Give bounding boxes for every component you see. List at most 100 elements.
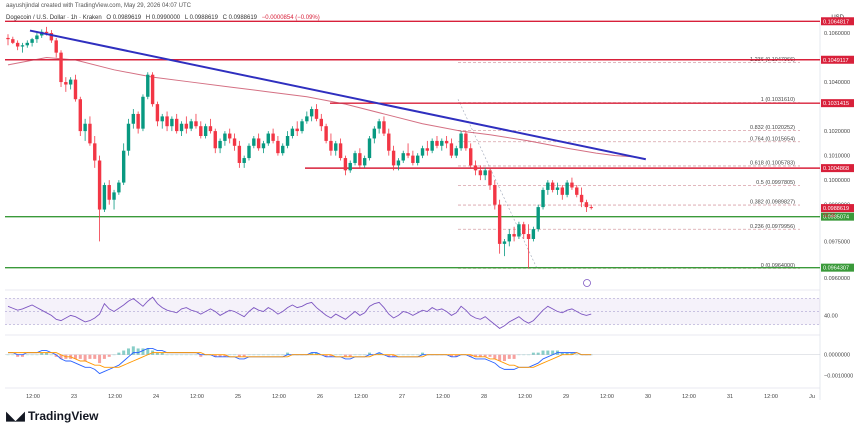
candle-body bbox=[464, 133, 468, 149]
candle-body bbox=[93, 143, 97, 161]
candle-body bbox=[382, 121, 386, 134]
macd-histogram-bar bbox=[73, 354, 77, 359]
macd-histogram-bar bbox=[141, 348, 145, 355]
fib-level-label: 0.832 (0.1020252) bbox=[750, 125, 795, 131]
price-badge bbox=[821, 55, 854, 64]
macd-histogram-bar bbox=[546, 350, 550, 355]
macd-histogram-bar bbox=[387, 354, 391, 357]
rsi-line bbox=[7, 296, 592, 329]
candle-body bbox=[546, 182, 550, 190]
price-badge bbox=[821, 263, 854, 272]
candle-body bbox=[165, 116, 169, 127]
macd-histogram-bar bbox=[146, 348, 150, 355]
macd-histogram-bar bbox=[59, 354, 63, 359]
candle-body bbox=[175, 118, 179, 132]
macd-histogram-bar bbox=[199, 354, 203, 357]
candle-body bbox=[11, 39, 15, 43]
x-tick-label: 31 bbox=[727, 394, 733, 400]
candle-body bbox=[493, 185, 497, 205]
price-badge bbox=[821, 17, 854, 26]
candle-body bbox=[358, 153, 362, 166]
macd-histogram-bar bbox=[88, 354, 92, 359]
candle-body bbox=[266, 133, 270, 144]
candle-body bbox=[560, 187, 564, 195]
macd-histogram-bar bbox=[392, 354, 396, 357]
candle-body bbox=[295, 128, 299, 132]
macd-histogram-bar bbox=[107, 354, 111, 357]
macd-histogram-bar bbox=[117, 352, 121, 355]
macd-histogram-bar bbox=[122, 350, 126, 355]
candle-body bbox=[478, 170, 483, 176]
price-badge bbox=[821, 204, 854, 213]
candle-body bbox=[30, 39, 34, 43]
candle-body bbox=[203, 126, 208, 136]
candle-body bbox=[541, 189, 545, 208]
candle-body bbox=[459, 133, 463, 149]
candle-body bbox=[550, 182, 555, 190]
candle-body bbox=[247, 145, 251, 159]
macd-signal-line bbox=[8, 352, 592, 368]
fib-anchor-line bbox=[457, 99, 538, 269]
candle-body bbox=[526, 234, 531, 239]
candle-body bbox=[502, 241, 507, 244]
x-tick-label: 12:00 bbox=[518, 394, 532, 400]
macd-histogram-bar bbox=[531, 352, 535, 355]
candle-body bbox=[454, 148, 458, 156]
candle-body bbox=[406, 153, 410, 156]
candle-body bbox=[488, 170, 492, 186]
x-tick-label: 12:00 bbox=[190, 394, 204, 400]
candle-body bbox=[416, 155, 420, 163]
macd-histogram-bar bbox=[237, 354, 241, 357]
candle-body bbox=[391, 150, 396, 166]
candle-body bbox=[252, 138, 256, 146]
candle-body bbox=[377, 121, 381, 129]
macd-histogram-bar bbox=[502, 354, 506, 361]
x-tick-label: 12:00 bbox=[26, 394, 40, 400]
macd-histogram-bar bbox=[348, 354, 352, 357]
ohlc-change: −0.0000854 (−0.09%) bbox=[261, 15, 320, 21]
macd-histogram-bar bbox=[45, 352, 49, 355]
candle-body bbox=[73, 79, 78, 100]
price-badge bbox=[821, 212, 854, 221]
candle-body bbox=[372, 128, 377, 139]
candle-body bbox=[121, 150, 126, 183]
candle-body bbox=[285, 136, 290, 146]
candle-body bbox=[338, 143, 343, 159]
candle-body bbox=[25, 42, 29, 46]
candle-body bbox=[68, 79, 73, 85]
candle-body bbox=[232, 138, 237, 146]
macd-histogram-bar bbox=[310, 352, 314, 355]
x-tick-label: 12:00 bbox=[436, 394, 450, 400]
candle-body bbox=[319, 118, 323, 127]
price-badge-label: 0.1031415 bbox=[823, 101, 849, 107]
macd-histogram-bar bbox=[324, 354, 328, 357]
macd-histogram-bar bbox=[541, 350, 545, 355]
fib-level-label: 0.5 (0.0997805) bbox=[756, 180, 795, 186]
candle-body bbox=[199, 126, 203, 136]
candle-body bbox=[97, 160, 102, 210]
candle-body bbox=[271, 133, 275, 141]
macd-histogram-bar bbox=[160, 352, 164, 355]
price-badge-label: 0.1064817 bbox=[823, 19, 849, 25]
candle-body bbox=[522, 224, 526, 235]
macd-histogram-bar bbox=[98, 354, 102, 364]
y-tick-label: 0.1020000 bbox=[824, 129, 850, 135]
candle-body bbox=[155, 104, 160, 122]
fib-level-label: 0.236 (0.0979956) bbox=[750, 224, 795, 230]
candle-body bbox=[107, 185, 111, 200]
rsi-level-label: 40.00 bbox=[824, 313, 838, 319]
x-tick-label: 30 bbox=[645, 394, 651, 400]
candle-body bbox=[290, 128, 295, 136]
candle-body bbox=[305, 116, 309, 122]
macd-histogram-bar bbox=[454, 354, 458, 357]
alert-marker-icon bbox=[583, 279, 591, 287]
candle-body bbox=[555, 187, 560, 190]
moving-average-line bbox=[7, 57, 635, 158]
candle-body bbox=[126, 123, 131, 151]
macd-histogram-bar bbox=[102, 354, 106, 359]
candle-body bbox=[208, 126, 213, 132]
candle-body bbox=[584, 202, 589, 208]
candle-body bbox=[179, 123, 184, 132]
macd-histogram-bar bbox=[93, 354, 97, 359]
